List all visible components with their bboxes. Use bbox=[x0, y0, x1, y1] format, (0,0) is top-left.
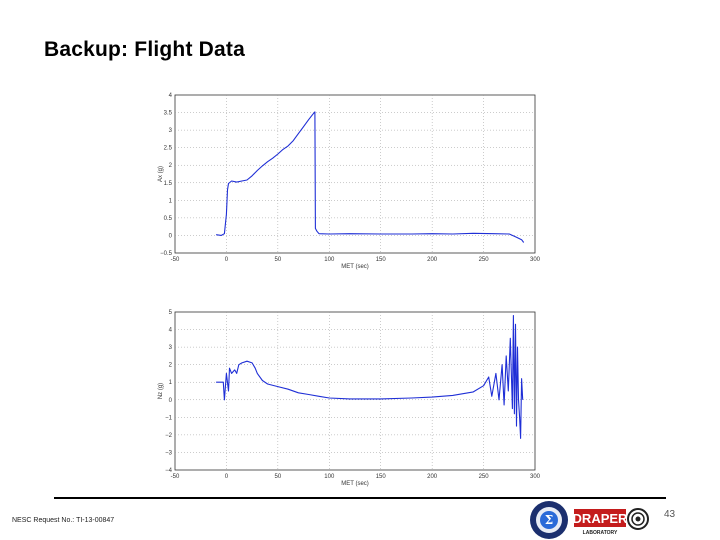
y-tick-label: 2 bbox=[169, 363, 173, 369]
y-tick-label: 0 bbox=[169, 398, 173, 404]
x-tick-label: 250 bbox=[479, 257, 490, 263]
x-tick-label: 50 bbox=[275, 257, 282, 263]
y-tick-label: −1 bbox=[165, 415, 173, 421]
slide-title: Backup: Flight Data bbox=[44, 38, 245, 61]
x-tick-label: 0 bbox=[225, 474, 229, 480]
y-axis-label: Nz (g) bbox=[158, 383, 164, 399]
x-tick-label: 100 bbox=[324, 474, 335, 480]
x-tick-label: -50 bbox=[171, 474, 180, 480]
nz-chart: -50 0 50 100 150 200 250 300 −4 −3 −2 −1 0 1 2 3 4 5 MET (… bbox=[158, 310, 541, 487]
draper-sub-wordmark: LABORATORY bbox=[583, 530, 618, 536]
x-axis-label: MET (sec) bbox=[341, 264, 369, 270]
svg-text:Σ: Σ bbox=[545, 513, 553, 527]
y-tick-label: 1 bbox=[169, 198, 173, 204]
y-tick-label: 4 bbox=[169, 328, 173, 334]
series-line bbox=[216, 111, 525, 243]
plot-area bbox=[174, 94, 536, 254]
y-tick-label: 4 bbox=[169, 93, 173, 99]
y-tick-label: −0.5 bbox=[160, 251, 173, 257]
y-tick-label: 5 bbox=[169, 310, 173, 316]
y-tick-label: 0 bbox=[169, 233, 173, 239]
y-tick-label: 3 bbox=[169, 128, 173, 134]
y-tick-label: −4 bbox=[165, 468, 173, 474]
nesc-seal-logo: Σ bbox=[530, 501, 568, 539]
x-axis-label: MET (sec) bbox=[341, 481, 369, 487]
y-tick-label: −2 bbox=[165, 433, 173, 439]
x-tick-label: 300 bbox=[530, 257, 541, 263]
x-tick-label: 200 bbox=[427, 474, 438, 480]
y-tick-label: −3 bbox=[165, 450, 173, 456]
x-tick-label: -50 bbox=[171, 257, 180, 263]
x-tick-label: 150 bbox=[376, 474, 387, 480]
draper-laboratory-logo: DRAPER LABORATORY bbox=[574, 508, 649, 536]
draper-wordmark: DRAPER bbox=[574, 511, 628, 526]
x-tick-label: 50 bbox=[275, 474, 282, 480]
y-tick-label: 3 bbox=[169, 345, 173, 351]
y-axis-label: Ax (g) bbox=[158, 166, 164, 182]
footer-request-number: NESC Request No.: TI-13-00847 bbox=[12, 517, 115, 524]
y-tick-label: 1 bbox=[169, 380, 173, 386]
x-tick-label: 300 bbox=[530, 474, 541, 480]
page-number: 43 bbox=[664, 509, 676, 520]
y-tick-label: 2 bbox=[169, 163, 173, 169]
series-line bbox=[216, 314, 524, 439]
x-tick-label: 100 bbox=[324, 257, 335, 263]
x-tick-label: 200 bbox=[427, 257, 438, 263]
x-tick-label: 150 bbox=[376, 257, 387, 263]
footer-rule bbox=[54, 497, 666, 499]
x-tick-label: 250 bbox=[479, 474, 490, 480]
y-tick-label: 2.5 bbox=[164, 146, 173, 152]
ax-chart: -50 0 50 100 150 200 250 300 −0.5 0 0.5 1 1.5 2 2.5 3 3.… bbox=[158, 93, 541, 270]
x-tick-label: 0 bbox=[225, 257, 229, 263]
y-tick-label: 3.5 bbox=[164, 111, 173, 117]
y-tick-label: 0.5 bbox=[164, 216, 173, 222]
y-tick-label: 1.5 bbox=[164, 181, 173, 187]
